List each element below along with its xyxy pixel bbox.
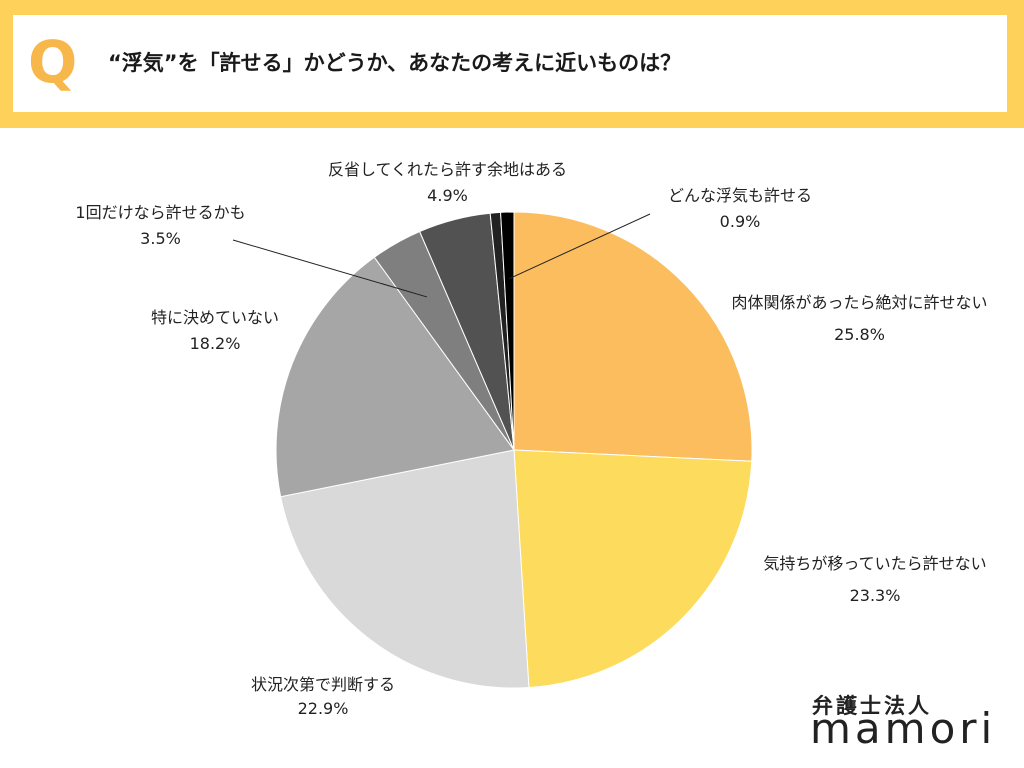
slice-name: 状況次第で判断する bbox=[250, 675, 395, 694]
slice-name: 特に決めていない bbox=[150, 308, 279, 327]
slice-label: 肉体関係があったら絶対に許せない 25.8% bbox=[712, 291, 1007, 347]
slice-label: 状況次第で判断する 22.9% bbox=[218, 673, 428, 721]
question-box bbox=[13, 15, 1007, 112]
question-title: “浮気”を「許せる」かどうか、あなたの考えに近いものは？ bbox=[108, 51, 682, 75]
slice-value: 0.9% bbox=[719, 212, 761, 231]
pie-slice bbox=[513, 449, 753, 689]
slice-value: 3.5% bbox=[140, 229, 181, 248]
q-mark-icon: Q bbox=[28, 28, 78, 96]
pie-slice bbox=[500, 211, 515, 451]
brand-logo: mamori bbox=[810, 704, 997, 753]
slice-value: 25.8% bbox=[834, 325, 885, 344]
leader-line bbox=[508, 213, 651, 280]
slice-name: 肉体関係があったら絶対に許せない bbox=[731, 293, 988, 312]
firm-name: 弁護士法人 bbox=[812, 694, 932, 718]
pie-slice bbox=[513, 211, 753, 462]
slice-name: どんな浮気も許せる bbox=[667, 186, 812, 205]
slice-value: 22.9% bbox=[297, 699, 349, 718]
slice-value: 4.9% bbox=[427, 186, 468, 205]
slice-label: 気持ちが移っていたら許せない 23.3% bbox=[735, 552, 1015, 608]
pie-slice bbox=[280, 449, 530, 689]
header-frame bbox=[0, 0, 1024, 128]
slice-name: 気持ちが移っていたら許せない bbox=[763, 554, 987, 573]
slice-label: 1回だけなら許せるかも 3.5% bbox=[48, 201, 273, 251]
slice-name: 反省してくれたら許す余地はある bbox=[327, 160, 568, 179]
slice-value: 18.2% bbox=[189, 334, 241, 353]
slice-name: 1回だけなら許せるかも bbox=[75, 203, 246, 222]
slice-label: どんな浮気も許せる 0.9% bbox=[645, 184, 835, 234]
slice-label: 反省してくれたら許す余地はある 4.9% bbox=[290, 158, 605, 208]
slice-label: 特に決めていない 18.2% bbox=[120, 306, 310, 356]
leader-line bbox=[232, 239, 428, 298]
pie-slice bbox=[275, 256, 515, 498]
slice-value: 23.3% bbox=[849, 586, 901, 605]
